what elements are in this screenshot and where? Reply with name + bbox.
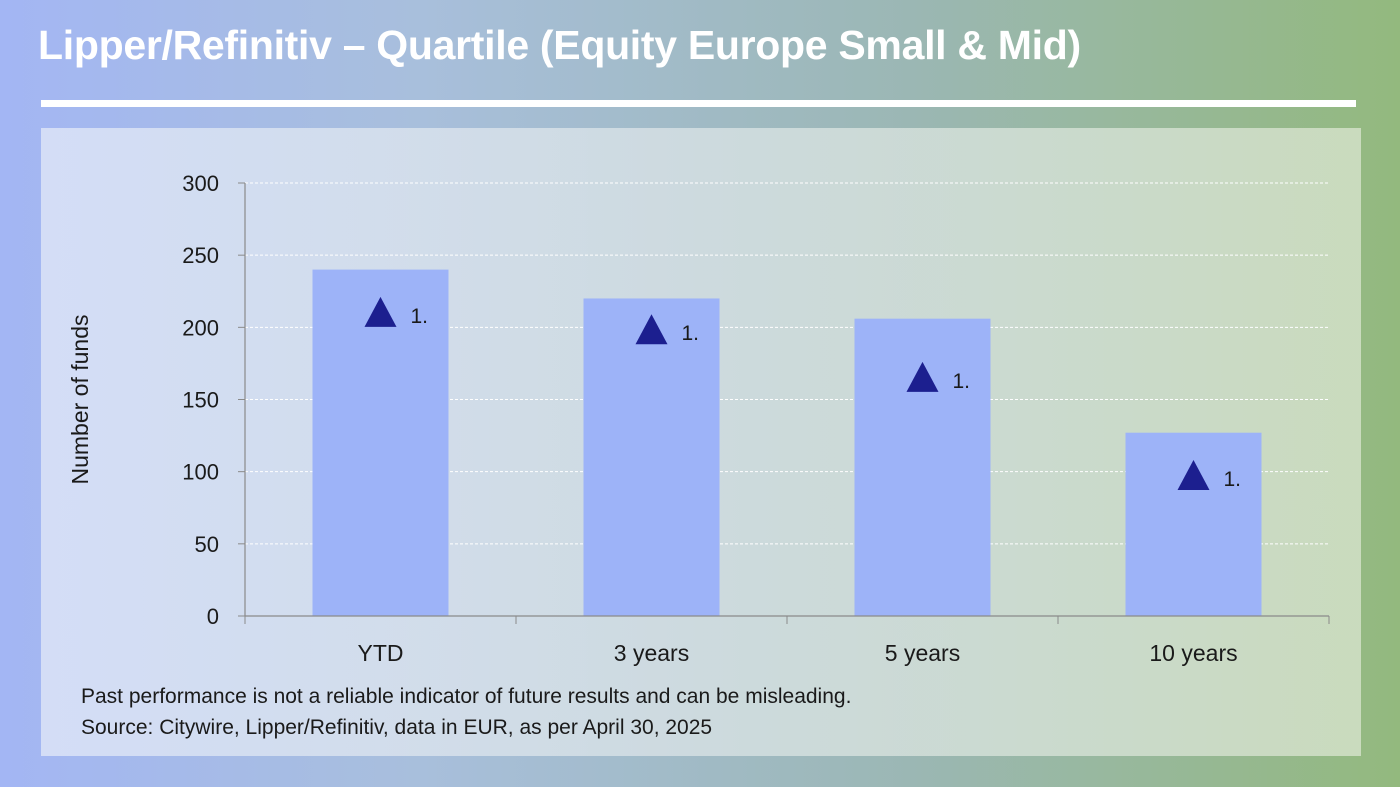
y-tick-label: 50 xyxy=(195,532,219,557)
y-tick-label: 250 xyxy=(182,243,219,268)
bar xyxy=(583,298,720,616)
y-tick-label: 0 xyxy=(207,604,219,629)
rank-markers: 1. 1. 1. 1. xyxy=(364,296,1242,491)
y-tick-label: 150 xyxy=(182,388,219,413)
rank-label: 1. xyxy=(411,305,429,328)
x-tick-label: 3 years xyxy=(614,640,689,666)
y-tick-label: 200 xyxy=(182,315,219,340)
title-underline xyxy=(41,100,1356,107)
x-tick-label: YTD xyxy=(358,640,404,666)
y-tick-label: 100 xyxy=(182,460,219,485)
axes: 0 50 100 150 200 250 300 YTD 3 years 5 years 10 ye… xyxy=(182,171,1330,666)
chart-panel: 1. 1. 1. 1. 0 50 100 150 200 250 300 YTD 3 years 5 y… xyxy=(41,128,1361,756)
rank-triangle-marker xyxy=(364,296,397,327)
y-tick-label: 300 xyxy=(182,171,219,196)
rank-triangle-marker xyxy=(906,361,939,392)
x-tick-label: 10 years xyxy=(1149,640,1237,666)
rank-label: 1. xyxy=(953,370,971,393)
x-tick-label: 5 years xyxy=(885,640,960,666)
rank-label: 1. xyxy=(682,322,700,345)
source-text: Source: Citywire, Lipper/Refinitiv, data… xyxy=(81,716,713,739)
bar-chart: 1. 1. 1. 1. 0 50 100 150 200 250 300 YTD 3 years 5 y… xyxy=(67,171,1330,666)
rank-triangle-marker xyxy=(635,314,668,345)
rank-triangle-marker xyxy=(1177,459,1210,490)
bars xyxy=(312,269,1262,616)
bar xyxy=(312,269,449,616)
disclaimer-text: Past performance is not a reliable indic… xyxy=(81,685,852,708)
slide-title: Lipper/Refinitiv – Quartile (Equity Euro… xyxy=(38,22,1081,68)
rank-label: 1. xyxy=(1224,468,1242,491)
y-axis-label: Number of funds xyxy=(67,314,93,484)
